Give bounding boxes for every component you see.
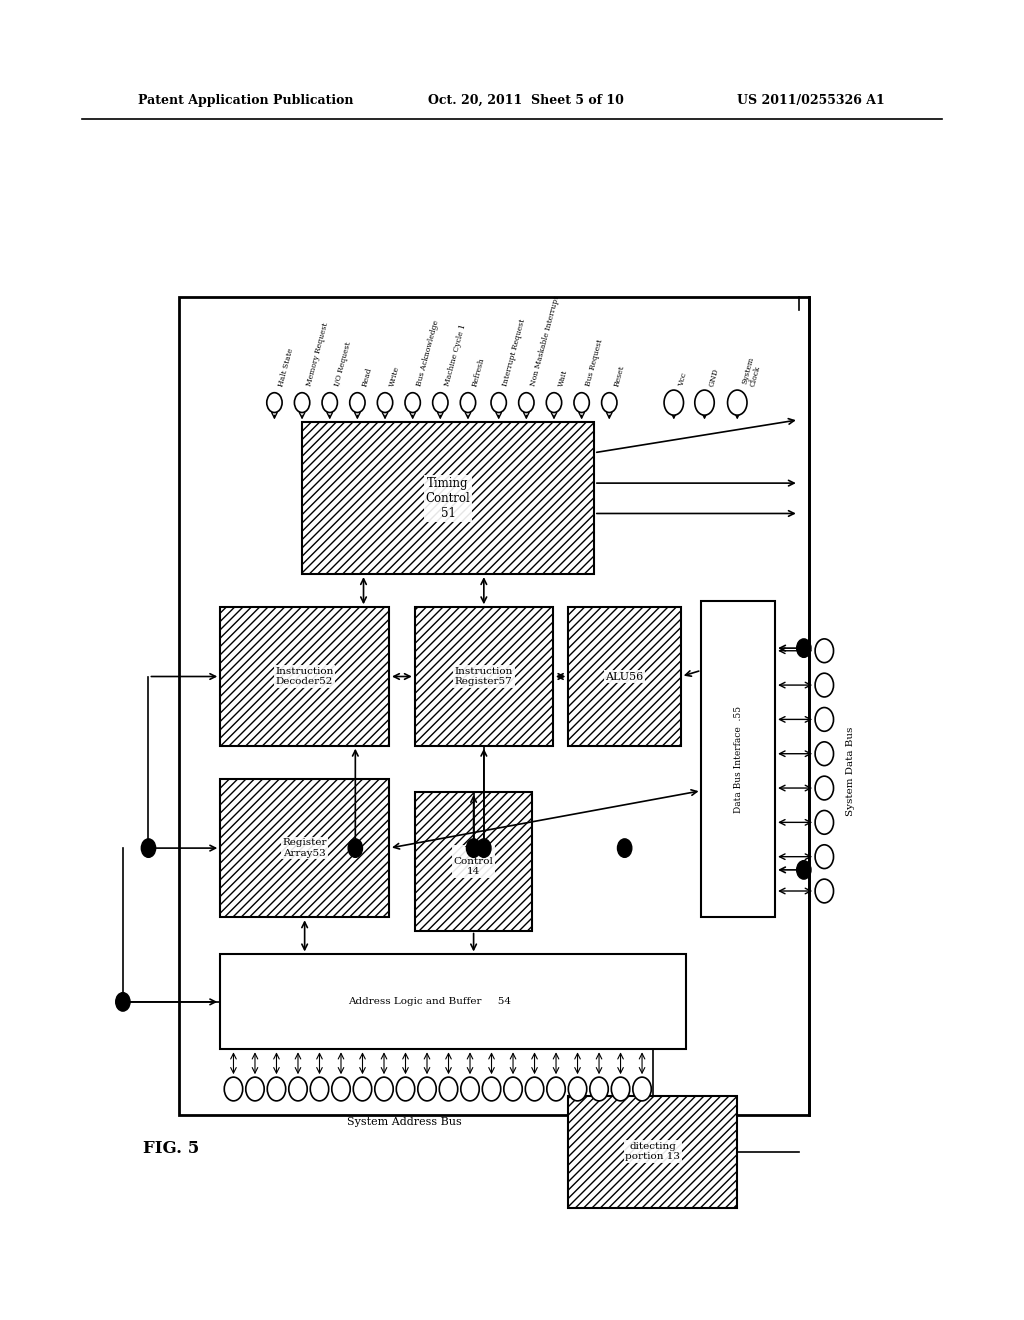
Text: I/O Request: I/O Request [333,342,352,388]
Circle shape [815,810,834,834]
Bar [701,601,775,917]
Circle shape [267,1077,286,1101]
Text: System Data Bus: System Data Bus [847,726,855,816]
Text: Address Logic and Buffer     54: Address Logic and Buffer 54 [348,998,511,1006]
Text: FIG. 5: FIG. 5 [143,1140,200,1156]
Circle shape [568,1077,587,1101]
Circle shape [815,639,834,663]
Circle shape [602,393,616,412]
Text: Vth
Control
14: Vth Control 14 [454,846,494,876]
Circle shape [477,840,492,858]
Text: Wait: Wait [557,368,569,388]
Circle shape [797,861,811,879]
Circle shape [461,1077,479,1101]
Text: Read: Read [360,367,374,388]
Circle shape [815,673,834,697]
Circle shape [141,840,156,858]
Text: Memory Request: Memory Request [305,322,330,388]
Circle shape [467,840,481,858]
Circle shape [815,776,834,800]
Circle shape [504,1077,522,1101]
Circle shape [547,393,561,412]
Circle shape [295,393,310,412]
Circle shape [332,1077,350,1101]
Circle shape [348,840,362,858]
Circle shape [289,1077,307,1101]
Circle shape [617,840,632,858]
Text: ALU56: ALU56 [605,672,644,681]
Text: Bus Acknowledge: Bus Acknowledge [416,319,441,388]
Text: US 2011/0255326 A1: US 2011/0255326 A1 [737,94,885,107]
Text: Interrupt Request: Interrupt Request [502,318,527,388]
Circle shape [482,1077,501,1101]
Circle shape [350,393,366,412]
Text: ditecting
portion 13: ditecting portion 13 [626,1142,680,1162]
Text: Write: Write [388,366,401,388]
Circle shape [396,1077,415,1101]
Circle shape [322,393,338,412]
Bar [415,607,553,746]
Bar [179,297,809,1115]
Circle shape [815,879,834,903]
Circle shape [310,1077,329,1101]
Circle shape [573,393,589,412]
Circle shape [492,393,506,412]
Circle shape [353,1077,372,1101]
Circle shape [377,393,393,412]
Text: Refresh: Refresh [471,356,486,388]
Bar [220,954,686,1049]
Circle shape [224,1077,243,1101]
Circle shape [375,1077,393,1101]
Circle shape [266,393,283,412]
Text: Instruction
Decoder52: Instruction Decoder52 [275,667,334,686]
Circle shape [815,708,834,731]
Text: Register
Array53: Register Array53 [283,838,327,858]
Circle shape [433,393,449,412]
Circle shape [815,845,834,869]
Circle shape [815,742,834,766]
Circle shape [406,393,421,412]
Circle shape [633,1077,651,1101]
Bar [568,1096,737,1208]
Text: Vcc: Vcc [677,372,688,388]
Text: Reset: Reset [612,364,626,388]
Bar [220,779,389,917]
Text: Data Bus Interface  .55: Data Bus Interface .55 [734,705,742,813]
Circle shape [694,391,714,414]
Text: System
Clock: System Clock [740,356,764,388]
Text: Non Maskable Interrupt: Non Maskable Interrupt [529,296,561,388]
Circle shape [727,391,746,414]
Circle shape [439,1077,458,1101]
Bar [220,607,389,746]
Circle shape [611,1077,630,1101]
Text: Timing
Control
51: Timing Control 51 [426,477,470,520]
Bar [568,607,681,746]
Circle shape [547,1077,565,1101]
Text: Machine Cycle 1: Machine Cycle 1 [443,323,468,388]
Text: System Address Bus: System Address Bus [347,1117,462,1127]
Text: Bus Request: Bus Request [585,339,605,388]
Bar [415,792,532,931]
Text: GND: GND [708,367,720,388]
Text: Patent Application Publication: Patent Application Publication [138,94,353,107]
Circle shape [461,393,475,412]
Bar [302,422,594,574]
Circle shape [665,391,684,414]
Circle shape [418,1077,436,1101]
Circle shape [246,1077,264,1101]
Text: Halt State: Halt State [278,347,296,388]
Circle shape [518,393,535,412]
Circle shape [797,639,811,657]
Circle shape [525,1077,544,1101]
Text: Instruction
Register57: Instruction Register57 [455,667,513,686]
Text: Oct. 20, 2011  Sheet 5 of 10: Oct. 20, 2011 Sheet 5 of 10 [428,94,624,107]
Circle shape [116,993,130,1011]
Circle shape [590,1077,608,1101]
